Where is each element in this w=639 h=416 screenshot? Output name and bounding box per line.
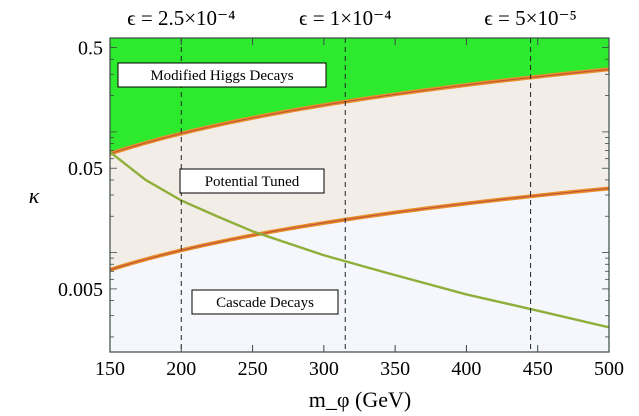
y-tick-label: 0.005 — [58, 279, 103, 301]
region-label-modified-higgs-decays: Modified Higgs Decays — [117, 62, 327, 88]
region-label-box — [179, 168, 325, 194]
epsilon-labels: ϵ = 2.5×10⁻⁴ ϵ = 1×10⁻⁴ ϵ = 5×10⁻⁵ — [127, 6, 577, 30]
region-label-text: Modified Higgs Decays — [150, 68, 293, 84]
region-label-box — [191, 289, 339, 315]
x-tick-label: 150 — [95, 358, 125, 380]
y-axis-ticks: 0.5 0.05 0.005 — [58, 38, 609, 338]
x-tick-label: 350 — [380, 358, 410, 380]
region-label-cascade-decays: Cascade Decays — [191, 289, 339, 315]
epsilon-label-3: ϵ = 5×10⁻⁵ — [484, 6, 577, 30]
y-tick-label: 0.5 — [78, 38, 103, 60]
x-axis-ticks: 150 200 250 300 350 400 450 500 — [95, 38, 624, 380]
series-line-upper-boundary — [110, 68, 609, 155]
x-tick-label: 400 — [451, 358, 481, 380]
epsilon-label-1: ϵ = 2.5×10⁻⁴ — [127, 6, 235, 30]
x-tick-label: 200 — [166, 358, 196, 380]
x-tick-label: 250 — [238, 358, 268, 380]
x-tick-label: 500 — [594, 358, 624, 380]
region-label-text: Cascade Decays — [216, 295, 314, 311]
series-layer — [110, 67, 609, 329]
series-line-lower-boundary — [110, 187, 609, 271]
epsilon-label-2: ϵ = 1×10⁻⁴ — [299, 6, 392, 30]
region-label-text: Potential Tuned — [205, 174, 300, 190]
epsilon-lines — [180, 38, 532, 352]
y-tick-label: 0.05 — [68, 158, 103, 180]
region-potential-tuned — [110, 69, 609, 270]
region-label-potential-tuned: Potential Tuned — [179, 168, 325, 194]
x-tick-label: 450 — [523, 358, 553, 380]
series-line-cascade-boundary — [110, 151, 609, 329]
x-axis-title: m_φ (GeV) — [309, 387, 412, 412]
region-label-box — [117, 62, 327, 88]
region-labels: Modified Higgs Decays Potential Tuned Casc… — [117, 62, 339, 315]
y-axis-title: κ — [29, 183, 40, 208]
x-tick-label: 300 — [309, 358, 339, 380]
